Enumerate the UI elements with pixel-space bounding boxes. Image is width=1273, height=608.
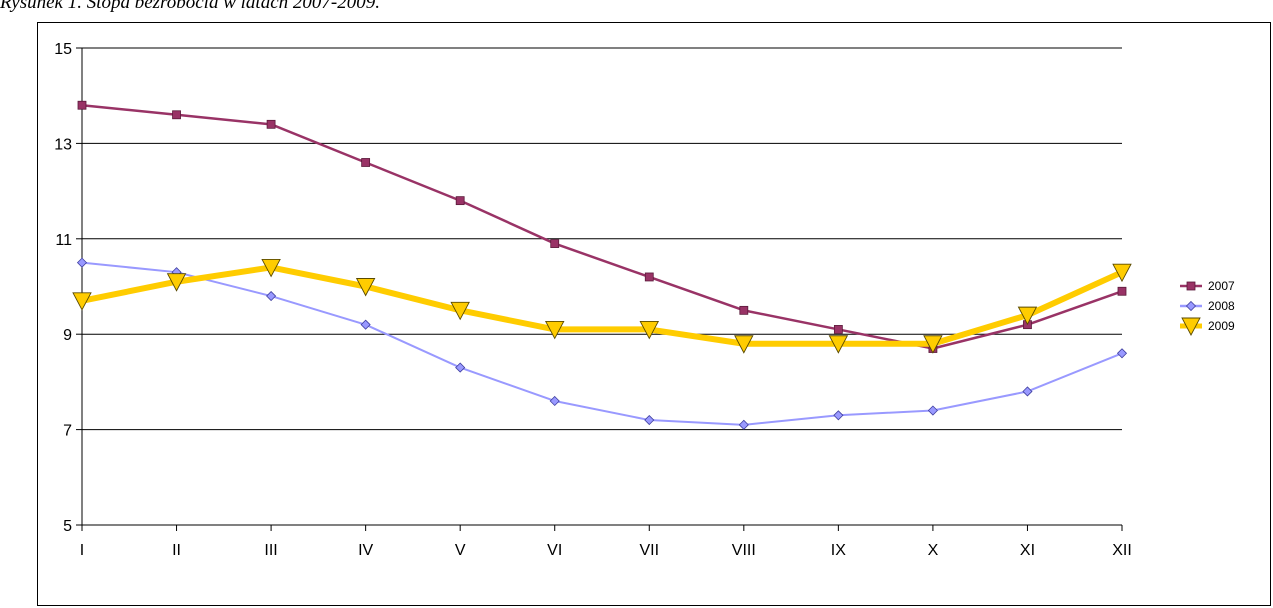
data-point-2008 — [266, 290, 277, 302]
data-point-2009 — [639, 320, 660, 340]
x-tick-label: XI — [1020, 542, 1035, 559]
data-point-2008 — [455, 362, 466, 373]
y-axis-ticks: 5 7 9 11 13 15 — [54, 41, 82, 535]
y-tick-label: 15 — [54, 41, 72, 58]
data-point-2009 — [1112, 263, 1132, 283]
data-point-2007 — [644, 272, 654, 282]
data-point-2008 — [644, 414, 655, 426]
data-point-2008 — [1116, 348, 1128, 359]
series-2009 — [72, 258, 1132, 354]
legend[interactable]: 2007 2008 2009 — [1180, 279, 1235, 336]
x-axis-ticks: I II III IV V VI VII VIII IX X XI XII — [80, 525, 1132, 559]
axes — [81, 48, 1122, 526]
data-point-2009 — [828, 335, 849, 354]
legend-item-2009[interactable]: 2009 — [1180, 317, 1235, 336]
legend-label: 2007 — [1208, 279, 1235, 293]
data-point-2008 — [833, 410, 844, 421]
data-point-2009 — [544, 320, 565, 340]
chart-caption: Rysunek 1. Stopa bezrobocia w latach 200… — [0, 0, 380, 13]
chart-frame — [37, 22, 1271, 606]
series-line-2007 — [81, 103, 1123, 350]
y-tick-label: 5 — [63, 518, 72, 535]
x-tick-label: VI — [547, 542, 562, 559]
data-point-2009 — [1017, 306, 1038, 326]
x-tick-label: X — [928, 542, 939, 559]
data-point-2008 — [76, 257, 88, 268]
x-tick-label: III — [264, 542, 277, 559]
data-point-2009 — [355, 278, 376, 297]
data-point-2007 — [172, 110, 181, 120]
legend-swatch-marker — [1186, 281, 1196, 291]
data-point-2009 — [450, 301, 470, 321]
y-tick-label: 11 — [55, 232, 72, 249]
data-point-2008 — [927, 405, 938, 416]
series-group — [72, 100, 1132, 430]
x-tick-label: XII — [1112, 542, 1132, 559]
legend-label: 2009 — [1208, 319, 1235, 333]
data-point-2009 — [261, 258, 281, 278]
x-tick-label: IX — [831, 542, 846, 559]
x-tick-label: I — [80, 542, 84, 559]
data-point-2007 — [1117, 286, 1127, 296]
data-point-2007 — [455, 196, 465, 206]
data-point-2007 — [550, 239, 560, 248]
data-point-2007 — [266, 119, 276, 129]
y-tick-label: 13 — [54, 136, 72, 153]
series-2007 — [77, 100, 1127, 353]
legend-item-2008[interactable]: 2008 — [1180, 299, 1235, 313]
data-point-2008 — [1022, 386, 1033, 397]
data-point-2007 — [361, 158, 371, 167]
data-point-2009 — [166, 273, 187, 292]
series-2008 — [76, 257, 1128, 430]
y-tick-label: 7 — [63, 423, 72, 440]
series-line-2009 — [81, 264, 1124, 347]
x-tick-label: VIII — [732, 542, 756, 559]
legend-swatch-marker — [1181, 317, 1201, 336]
x-tick-label: II — [172, 542, 181, 559]
x-tick-label: V — [455, 542, 466, 559]
data-point-2008 — [738, 419, 749, 430]
x-tick-label: VII — [639, 542, 659, 559]
data-point-2009 — [72, 292, 92, 311]
data-point-2008 — [549, 395, 560, 407]
series-line-2008 — [81, 261, 1123, 426]
y-tick-label: 9 — [63, 327, 72, 344]
x-tick-label: IV — [358, 542, 373, 559]
data-point-2008 — [360, 319, 371, 330]
data-point-2007 — [833, 325, 843, 334]
legend-label: 2008 — [1208, 299, 1235, 313]
gridlines — [82, 47, 1122, 431]
data-point-2009 — [734, 335, 754, 354]
data-point-2007 — [77, 100, 87, 110]
data-point-2009 — [923, 335, 943, 354]
legend-swatch-marker — [1185, 300, 1197, 312]
data-point-2007 — [739, 305, 749, 315]
legend-item-2007[interactable]: 2007 — [1180, 279, 1235, 293]
